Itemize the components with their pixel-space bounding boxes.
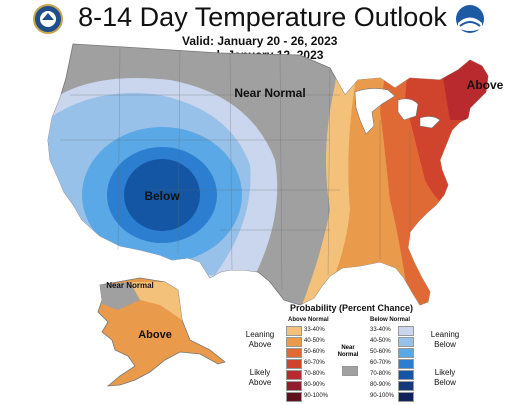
above-ak-label: Above — [138, 329, 172, 341]
legend-below-row-label: 70-80% — [370, 371, 391, 377]
legend-above-row-label: 80-90% — [304, 382, 325, 388]
legend-below-row-swatch — [398, 348, 414, 358]
below-label: Below — [144, 189, 180, 203]
valid-line: Valid: January 20 - 26, 2023 — [182, 34, 337, 48]
legend-above-row-swatch — [286, 370, 302, 380]
legend-leaning-below-label: Leaning Below — [430, 330, 460, 349]
legend-likely-above-label: Likely Above — [248, 368, 272, 387]
alaska-region — [97, 277, 226, 387]
legend-near-normal-swatch — [342, 366, 358, 376]
valid-label: Valid: — [182, 34, 215, 48]
legend-above-row-swatch — [286, 326, 302, 336]
legend-below-row-swatch — [398, 326, 414, 336]
below-70-80-region — [124, 159, 200, 231]
great-lakes — [354, 88, 441, 135]
legend-below-row-label: 90-100% — [370, 393, 395, 399]
legend-above-row-label: 33-40% — [304, 327, 325, 333]
legend-below-row-label: 80-90% — [370, 382, 391, 388]
legend-above-row-label: 90-100% — [304, 393, 329, 399]
legend-below-header: Below Normal — [370, 317, 411, 323]
legend-above-header: Above Normal — [288, 317, 329, 323]
legend-likely-below-label: Likely Below — [434, 368, 456, 387]
page-title: 8-14 Day Temperature Outlook — [78, 2, 447, 32]
legend-near-normal-label: Near Normal — [337, 345, 359, 358]
legend-below-row-swatch — [398, 337, 414, 347]
legend-leaning-above-label: Leaning Above — [245, 330, 275, 349]
legend-below-row-swatch — [398, 359, 414, 369]
legend-above-row-swatch — [286, 392, 302, 402]
noaa-logo-icon — [456, 5, 484, 33]
alaska-above-33-40-region — [130, 282, 182, 320]
legend-above-row-label: 40-50% — [304, 338, 325, 344]
near-normal-conus-label: Near Normal — [234, 86, 305, 100]
legend-below-row-label: 50-60% — [370, 349, 391, 355]
alaska-near-normal-region — [100, 282, 140, 310]
above-ne-label: Above — [467, 78, 504, 92]
legend-below-row-swatch — [398, 392, 414, 402]
doc-seal-icon — [33, 4, 63, 34]
legend-title: Probability (Percent Chance) — [290, 303, 414, 313]
legend-above-row-swatch — [286, 359, 302, 369]
legend-above-row-label: 50-60% — [304, 349, 325, 355]
near-normal-ak-label: Near Normal — [106, 281, 154, 290]
valid-value: January 20 - 26, 2023 — [217, 34, 338, 48]
legend-above-row-swatch — [286, 337, 302, 347]
legend-below-row-label: 60-70% — [370, 360, 391, 366]
state-boundaries — [60, 47, 411, 291]
legend-above-row-label: 60-70% — [304, 360, 325, 366]
legend-above-row-swatch — [286, 381, 302, 391]
legend-below-row-label: 33-40% — [370, 327, 391, 333]
legend-below-row-label: 40-50% — [370, 338, 391, 344]
legend-above-row-swatch — [286, 348, 302, 358]
legend-below-row-swatch — [398, 381, 414, 391]
legend-below-row-swatch — [398, 370, 414, 380]
legend-above-row-label: 70-80% — [304, 371, 325, 377]
